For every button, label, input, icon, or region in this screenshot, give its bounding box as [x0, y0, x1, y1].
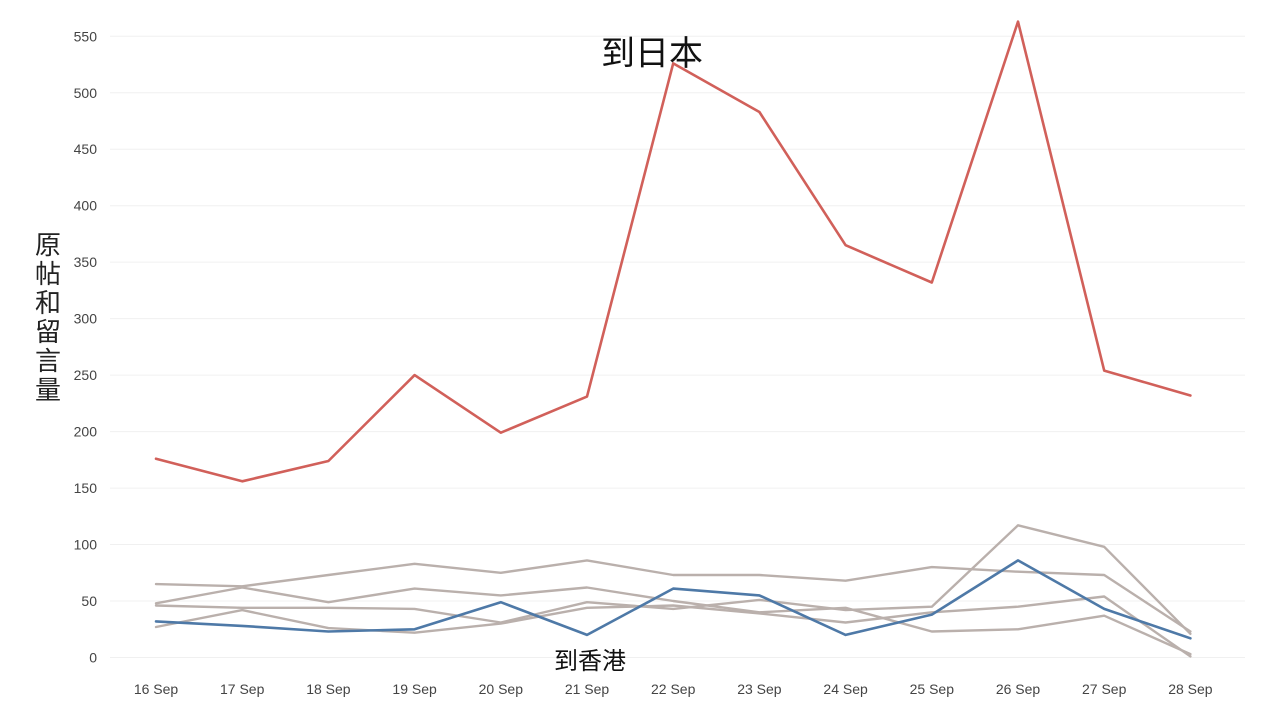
y-tick-label: 450: [74, 141, 98, 157]
series-line-other: [154, 595, 1192, 658]
x-tick-label: 16 Sep: [134, 681, 179, 697]
x-tick-label: 27 Sep: [1082, 681, 1127, 697]
x-tick-label: 18 Sep: [306, 681, 351, 697]
y-tick-label: 500: [74, 85, 98, 101]
series-label-japan: 到日本: [601, 34, 703, 74]
x-tick-label: 22 Sep: [651, 681, 696, 697]
series-line-japan: [154, 20, 1192, 483]
x-tick-label: 21 Sep: [565, 681, 610, 697]
series-label-hongkong: 到香港: [554, 647, 626, 675]
x-tick-label: 23 Sep: [737, 681, 782, 697]
x-tick-label: 25 Sep: [910, 681, 955, 697]
x-tick-label: 20 Sep: [479, 681, 524, 697]
x-tick-label: 19 Sep: [392, 681, 437, 697]
y-tick-label: 50: [81, 593, 97, 609]
series-line-other: [154, 524, 1192, 635]
series-line-other: [154, 559, 1192, 633]
y-tick-label: 200: [74, 424, 98, 440]
y-tick-label: 300: [74, 311, 98, 327]
series-line-other: [154, 586, 1192, 656]
y-axis-ticks: 0 50 100 150 200 250 300 350 400 450 500 550: [74, 28, 98, 665]
y-tick-label: 150: [74, 480, 98, 496]
y-tick-label: 350: [74, 254, 98, 270]
series-line-hongkong: [154, 559, 1192, 640]
y-axis-label: 原帖和留言量: [34, 231, 61, 406]
x-tick-label: 17 Sep: [220, 681, 265, 697]
x-tick-label: 26 Sep: [996, 681, 1041, 697]
series-lines: [154, 20, 1192, 658]
y-tick-label: 550: [74, 28, 98, 44]
y-tick-label: 100: [74, 537, 98, 553]
gridlines: [110, 35, 1245, 658]
x-tick-label: 28 Sep: [1168, 681, 1213, 697]
y-tick-label: 250: [74, 367, 98, 383]
x-tick-label: 24 Sep: [823, 681, 868, 697]
y-tick-label: 0: [89, 650, 97, 666]
y-tick-label: 400: [74, 198, 98, 214]
x-axis-ticks: 16 Sep 17 Sep 18 Sep 19 Sep 20 Sep 21 Sep 22 S…: [134, 681, 1213, 697]
